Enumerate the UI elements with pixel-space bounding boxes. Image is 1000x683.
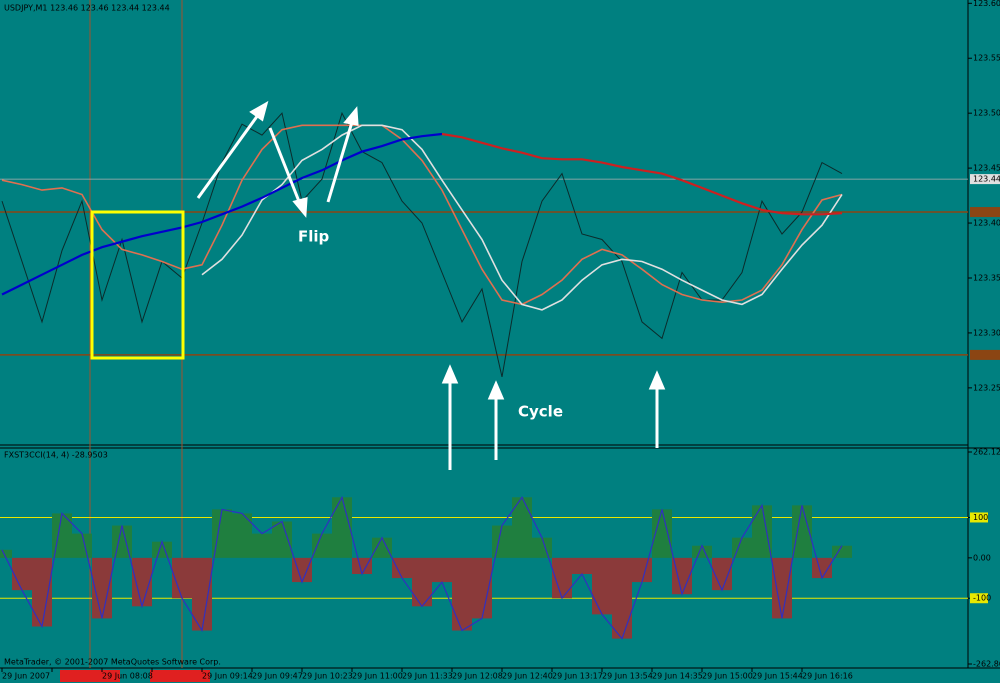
histogram-bar — [512, 497, 532, 558]
y-tick-label: 123.55 — [973, 54, 1000, 63]
histogram-bar — [332, 497, 352, 558]
time-highlight — [60, 670, 120, 682]
x-tick-label: 29 Jun 09:14 — [202, 672, 253, 681]
y-tick-label: 262.12 — [973, 448, 1000, 457]
histogram-bar — [492, 525, 512, 558]
y-tick-label: -262.86 — [973, 660, 1000, 669]
x-tick-label: 29 Jun 15:00 — [702, 672, 753, 681]
histogram-bar — [32, 557, 52, 627]
histogram-bar — [192, 557, 212, 631]
y-tick-label: 123.30 — [973, 328, 1000, 337]
histogram-bar — [272, 521, 292, 558]
histogram-bar — [252, 533, 272, 558]
x-tick-label: 29 Jun 11:00 — [352, 672, 403, 681]
y-tick-label: 123.25 — [973, 383, 1000, 392]
highlight-box — [90, 210, 185, 360]
histogram-bar — [652, 509, 672, 558]
histogram-bar — [532, 537, 552, 558]
x-tick-label: 29 Jun 13:54 — [602, 672, 653, 681]
histogram-bar — [792, 505, 812, 558]
annotation: Flip — [298, 228, 330, 246]
histogram-bar — [432, 557, 452, 583]
histogram-bar — [472, 557, 492, 619]
x-tick-label: 29 Jun 13:17 — [552, 672, 603, 681]
histogram-bar — [712, 557, 732, 591]
histogram-bar — [292, 557, 312, 583]
copyright: MetaTrader, © 2001-2007 MetaQuotes Softw… — [4, 658, 221, 667]
histogram-bar — [572, 557, 592, 575]
histogram-bar — [772, 557, 792, 619]
x-tick-label: 29 Jun 16:16 — [802, 672, 853, 681]
histogram-bar — [592, 557, 612, 615]
histogram-bar — [392, 557, 412, 579]
chart-title: USDJPY,M1 123.46 123.46 123.44 123.44 — [4, 4, 170, 13]
x-tick-label: 29 Jun 14:35 — [652, 672, 703, 681]
histogram-bar — [732, 537, 752, 558]
y-tick-label: 123.45 — [973, 164, 1000, 173]
tick-highlight — [970, 512, 988, 523]
y-tick-label: 123.50 — [973, 109, 1000, 118]
series-line — [1, 132, 443, 296]
y-tick-label: 100 — [973, 513, 988, 522]
x-tick-label: 29 Jun 10:23 — [302, 672, 353, 681]
histogram-bar — [132, 557, 152, 607]
x-tick-label: 29 Jun 12:08 — [452, 672, 503, 681]
histogram-bar — [232, 513, 252, 558]
histogram-bar — [352, 557, 372, 575]
histogram-bar — [52, 513, 72, 558]
histogram-bar — [72, 533, 92, 558]
histogram-bar — [152, 541, 172, 558]
last-price-box — [970, 174, 1000, 185]
histogram-bar — [372, 537, 392, 558]
histogram-bar — [612, 557, 632, 639]
y-tick-label: 123.60 — [973, 0, 1000, 8]
y-tick-label: -100 — [973, 594, 991, 603]
histogram-bar — [752, 505, 772, 558]
histogram-bar — [452, 557, 472, 631]
y-tick-label: 0.00 — [973, 553, 991, 562]
histogram-bar — [92, 557, 112, 619]
indicator-line — [1, 495, 843, 640]
series-line — [201, 124, 843, 311]
histogram-bar — [0, 549, 12, 558]
last-price-label: 123.44 — [973, 175, 1000, 184]
level-marker — [970, 349, 1000, 360]
arrows — [196, 100, 666, 470]
x-tick-label: 29 Jun 09:47 — [252, 672, 303, 681]
histogram-bar — [552, 557, 572, 599]
histogram-bar — [312, 533, 332, 558]
series-line — [1, 124, 843, 306]
y-tick-label: 123.40 — [973, 219, 1000, 228]
x-tick-label: 29 Jun 2007 — [2, 672, 50, 681]
histogram-bar — [672, 557, 692, 595]
histogram-bar — [412, 557, 432, 607]
histogram-bar — [12, 557, 32, 591]
histogram-bar — [212, 509, 232, 558]
series-line — [441, 132, 843, 216]
y-tick-label: 123.35 — [973, 273, 1000, 282]
level-marker — [970, 207, 1000, 218]
indicator-title: FXST3CCI(14, 4) -28.9503 — [4, 451, 108, 460]
x-tick-label: 29 Jun 08:08 — [102, 672, 153, 681]
x-tick-label: 29 Jun 15:44 — [752, 672, 803, 681]
time-highlight — [150, 670, 210, 682]
tick-highlight — [970, 593, 988, 604]
histogram-bar — [172, 557, 192, 599]
x-tick-label: 29 Jun 12:40 — [502, 672, 553, 681]
histogram-bar — [692, 545, 712, 558]
x-tick-label: 29 Jun 11:33 — [402, 672, 453, 681]
annotation: Cycle — [518, 403, 563, 421]
histogram-bar — [812, 557, 832, 579]
histogram-bar — [632, 557, 652, 583]
